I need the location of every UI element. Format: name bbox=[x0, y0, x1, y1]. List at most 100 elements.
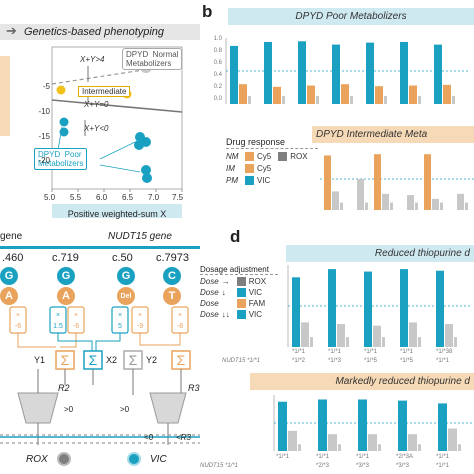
bar-rox bbox=[357, 179, 364, 210]
legend-code: IM bbox=[226, 164, 235, 173]
chart-b-bottom bbox=[320, 154, 474, 210]
bar-vic bbox=[318, 399, 327, 451]
swatch-fam bbox=[236, 299, 246, 308]
poor-point bbox=[142, 173, 152, 183]
x-ticks bbox=[51, 189, 183, 192]
dose-chan: ROX bbox=[248, 277, 267, 286]
bar-vic bbox=[400, 269, 408, 347]
bar-background bbox=[338, 444, 341, 451]
y-tick: -15 bbox=[38, 132, 50, 141]
svg-text:-6: -6 bbox=[73, 323, 79, 330]
bar-rox bbox=[337, 324, 345, 347]
bar-background bbox=[418, 444, 421, 451]
panel-d-top-header: Reduced thiopurine d bbox=[286, 245, 474, 262]
bar-rox bbox=[373, 325, 381, 347]
panel-d: d Reduced thiopurine d Dosage adjustment… bbox=[200, 225, 474, 474]
bar-background bbox=[340, 202, 343, 210]
svg-text:×: × bbox=[138, 312, 142, 319]
bar-rox bbox=[457, 193, 464, 210]
node-label-x2: X2 bbox=[106, 355, 118, 365]
svg-text:×: × bbox=[178, 312, 182, 319]
rule-label-1: X+Y>4 bbox=[80, 55, 105, 64]
gene-bar bbox=[0, 246, 200, 249]
bar-background bbox=[454, 337, 457, 347]
bar-vic bbox=[278, 401, 287, 451]
bar-cy5 bbox=[324, 155, 331, 210]
svg-text:Σ: Σ bbox=[177, 352, 186, 368]
bar-cy5 bbox=[341, 84, 349, 104]
drug-response-legend: Drug response NM Cy5 ROX IM Cy5 PM VIC bbox=[226, 137, 318, 185]
legend-code: PM bbox=[226, 176, 238, 185]
bar-background bbox=[298, 444, 301, 451]
allele-circle: G bbox=[0, 267, 18, 285]
bar-cy5 bbox=[374, 154, 381, 210]
x-axis-label: Positive weighted-sum X bbox=[67, 209, 167, 219]
sigma-nodes: Σ Σ Σ Σ bbox=[55, 350, 191, 370]
bar-background bbox=[458, 444, 461, 451]
bar-background bbox=[382, 337, 385, 347]
bar-background bbox=[452, 96, 455, 104]
gene-left-label: gene bbox=[0, 231, 23, 242]
bar-background bbox=[310, 337, 313, 347]
panel-letter-b: b bbox=[202, 2, 213, 21]
allele-circle: A bbox=[0, 287, 18, 305]
y-tick: 0.4 bbox=[213, 72, 222, 78]
dose-chan: FAM bbox=[248, 299, 266, 308]
poor-point bbox=[141, 165, 151, 175]
normal-label: DPYD Normal Metabolizers bbox=[122, 48, 183, 70]
x-tick: 5.0 bbox=[44, 193, 56, 202]
bar-cy5 bbox=[273, 86, 281, 104]
legend-row-im: IM Cy5 bbox=[226, 164, 318, 173]
poor-label: DPYD Poor Metabolizers bbox=[34, 148, 88, 170]
bar-rox bbox=[328, 434, 337, 451]
bar-vic bbox=[230, 45, 238, 104]
bar-cy5 bbox=[424, 154, 431, 210]
bar-background bbox=[346, 337, 349, 347]
position-label: c.50 bbox=[112, 252, 133, 264]
bar-background bbox=[440, 202, 443, 210]
x-tick: *1/*1 bbox=[316, 454, 330, 460]
panel-b-top-header: DPYD Poor Metabolizers bbox=[228, 8, 474, 25]
svg-text:1.5: 1.5 bbox=[53, 323, 63, 330]
x-axis-label-box: Positive weighted-sum X bbox=[52, 204, 182, 219]
x-tick: *1/*1 bbox=[436, 463, 450, 469]
svg-text:Σ: Σ bbox=[129, 352, 138, 368]
swatch-vic bbox=[245, 176, 254, 185]
bar-rox bbox=[288, 430, 297, 451]
y-tick: 1.0 bbox=[213, 36, 222, 42]
bar-rox bbox=[445, 324, 453, 347]
panel-d-bottom-header: Markedly reduced thiopurine d bbox=[250, 373, 474, 390]
panel-d-top-header-text: Reduced thiopurine d bbox=[374, 248, 470, 259]
y-tick: 0.6 bbox=[213, 60, 222, 66]
x-tick: *1/*5 bbox=[364, 358, 378, 364]
svg-text:×: × bbox=[118, 312, 122, 319]
bar-vic bbox=[364, 271, 372, 347]
panel-d-bottom-header-text: Markedly reduced thiopurine d bbox=[335, 376, 470, 387]
svg-text:Σ: Σ bbox=[61, 352, 70, 368]
bar-cy5 bbox=[239, 84, 247, 104]
dose-label: Dose bbox=[200, 310, 219, 319]
x-tick: *1/*5 bbox=[400, 358, 414, 364]
allele-circle: A bbox=[57, 287, 75, 305]
swatch-cy5 bbox=[245, 164, 254, 173]
x-tick: *1/*1 bbox=[364, 349, 378, 355]
circuit-diagram: × -6 × 1.5 × -6 × 5 × -9 × -8 Σ Σ Σ Σ bbox=[0, 271, 200, 466]
bar-vic bbox=[436, 270, 444, 347]
x-tick: *1/*1 bbox=[328, 349, 342, 355]
panel-b-bottom-header-text: DPYD Intermediate Meta bbox=[316, 129, 428, 140]
bar-background bbox=[282, 96, 285, 104]
threshold-label: <R3 bbox=[176, 433, 191, 442]
dose-chan: VIC bbox=[248, 288, 263, 297]
dosage-row: Dose → ROX bbox=[200, 277, 278, 286]
y-tick: 0.2 bbox=[213, 84, 222, 90]
x-tick: 6.5 bbox=[122, 193, 134, 202]
chart-d-top bbox=[287, 265, 472, 347]
bar-background bbox=[365, 202, 368, 210]
panel-b-top-header-text: DPYD Poor Metabolizers bbox=[295, 11, 407, 22]
x-tick: *3/*3 bbox=[396, 463, 410, 469]
bar-rox bbox=[301, 322, 309, 347]
allele-circle: G bbox=[117, 267, 135, 285]
node-label-r2: R2 bbox=[58, 383, 70, 393]
bar-cy5 bbox=[409, 85, 417, 104]
x-tick: 6.0 bbox=[96, 193, 108, 202]
